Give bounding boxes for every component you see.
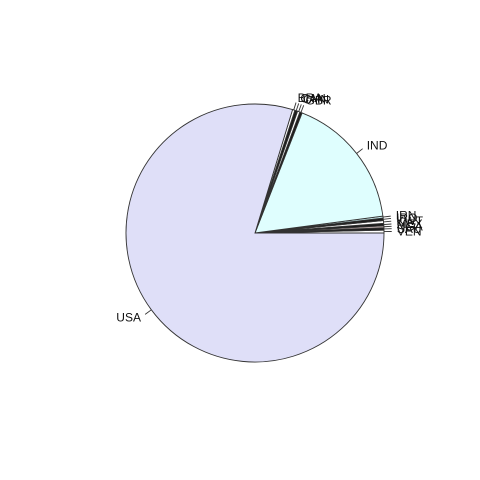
leader-line-irq xyxy=(383,218,392,220)
pie-slices xyxy=(125,103,385,363)
slice-label-mex: MEX xyxy=(397,217,423,231)
leader-line-can xyxy=(295,103,300,111)
slice-label-bra: BRA xyxy=(298,91,323,105)
leader-line-usa xyxy=(144,309,152,315)
leader-line-ind xyxy=(356,148,363,154)
slice-label-irq: IRQ xyxy=(396,211,417,225)
slice-label-irn: IRN xyxy=(396,209,417,223)
leader-line-gbr xyxy=(300,105,305,113)
leader-line-chn xyxy=(298,104,302,112)
slice-label-sau: SAU xyxy=(397,222,422,236)
slice-label-usa: USA xyxy=(116,311,141,325)
leader-line-bra xyxy=(293,102,297,111)
leader-line-mex xyxy=(383,223,392,225)
leader-line-kwt xyxy=(383,220,392,223)
slice-label-nga: NGA xyxy=(397,219,423,233)
pie-slice-usa xyxy=(125,103,385,363)
leader-line-irn xyxy=(382,215,391,218)
slice-label-ven: VEN xyxy=(397,225,422,239)
slice-label-gbr: GBR xyxy=(306,94,332,108)
slice-label-chn: CHN xyxy=(303,93,329,107)
pie-slice-ind xyxy=(254,112,384,234)
slice-label-can: CAN xyxy=(300,92,325,106)
label-leader-lines xyxy=(144,102,392,315)
slice-label-kwt: KWT xyxy=(396,214,423,228)
slice-label-ind: IND xyxy=(367,139,388,153)
